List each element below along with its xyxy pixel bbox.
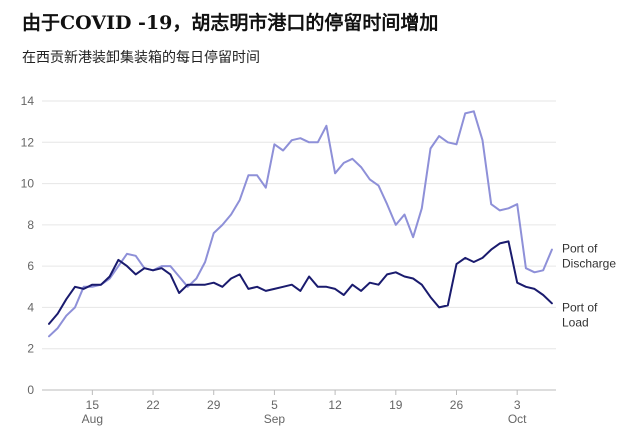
y-tick-label: 6: [27, 259, 34, 273]
y-tick-label: 8: [27, 218, 34, 232]
series-line-port-of-discharge: [48, 110, 553, 338]
x-month-label: Oct: [508, 412, 527, 426]
series-label: Port of: [562, 300, 598, 314]
x-month-label: Aug: [82, 412, 103, 426]
x-tick-label: 26: [450, 398, 464, 412]
x-tick-label: 3: [514, 398, 521, 412]
x-month-label: Sep: [264, 412, 286, 426]
series-label: Discharge: [562, 257, 616, 271]
series-label: Load: [562, 315, 589, 329]
chart-title: 由于COVID -19，胡志明市港口的停留时间增加: [22, 12, 439, 34]
y-tick-label: 12: [21, 135, 35, 149]
series-line-port-of-load: [48, 240, 553, 325]
x-tick-label: 5: [271, 398, 278, 412]
x-tick-label: 29: [207, 398, 221, 412]
y-tick-label: 2: [27, 342, 34, 356]
chart-subtitle: 在西贡新港装卸集装箱的每日停留时间: [22, 50, 260, 66]
y-tick-label: 0: [27, 383, 34, 397]
x-tick-label: 15: [86, 398, 100, 412]
series-label: Port of: [562, 242, 598, 256]
y-tick-label: 4: [27, 300, 34, 314]
y-tick-label: 10: [21, 177, 35, 191]
x-tick-label: 12: [328, 398, 342, 412]
y-tick-label: 14: [21, 94, 35, 108]
x-tick-label: 22: [146, 398, 160, 412]
x-tick-label: 19: [389, 398, 403, 412]
